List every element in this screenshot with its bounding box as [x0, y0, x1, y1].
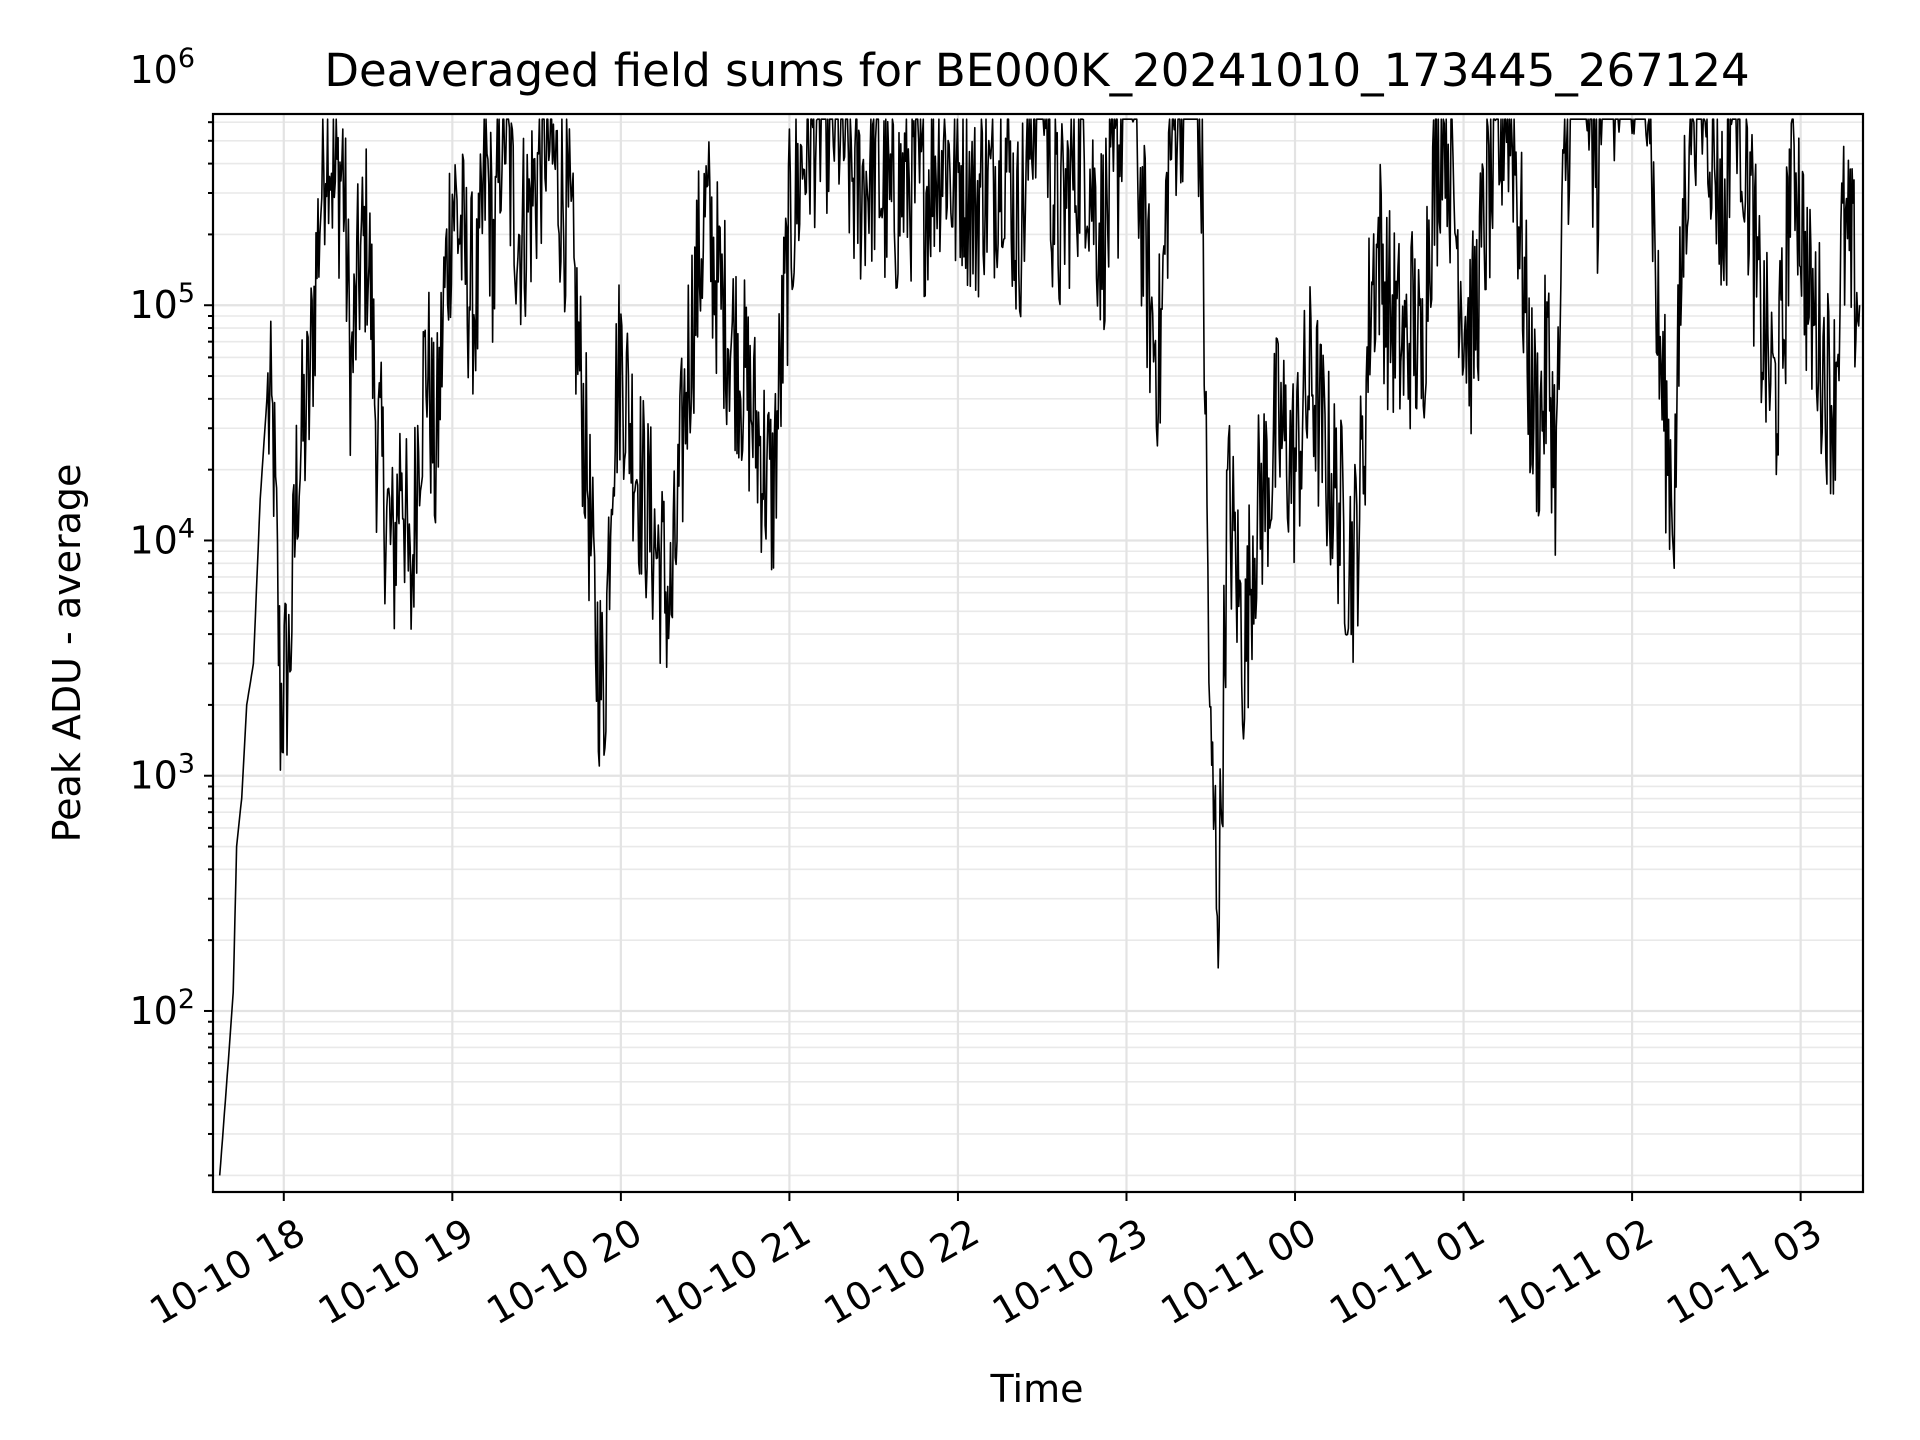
- x-axis-label: Time: [990, 1367, 1084, 1411]
- x-tick-label: 10-11 01: [1322, 1210, 1492, 1334]
- x-tick-label: 10-10 18: [142, 1210, 312, 1334]
- x-tick-label: 10-10 20: [479, 1210, 649, 1334]
- x-tick-label: 10-11 02: [1491, 1210, 1661, 1334]
- ticks: [204, 121, 1802, 1201]
- x-tick-label: 10-10 21: [648, 1210, 818, 1334]
- y-tick-label: 102: [129, 984, 195, 1033]
- y-tick-labels: 102 103 104 105 106: [129, 43, 195, 1033]
- x-tick-label: 10-10 23: [985, 1210, 1155, 1334]
- x-tick-label: 10-11 03: [1659, 1210, 1829, 1334]
- y-tick-label: 103: [129, 749, 195, 798]
- x-tick-label: 10-10 22: [816, 1210, 986, 1334]
- x-tick-label: 10-11 00: [1154, 1210, 1324, 1334]
- x-tick-label: 10-10 19: [311, 1210, 481, 1334]
- series-line: [218, 118, 1861, 1176]
- y-tick-label: 105: [129, 278, 195, 327]
- grid: [213, 114, 1863, 1192]
- plot-frame: [211, 112, 1865, 1194]
- y-tick-label: 104: [129, 513, 195, 562]
- chart-title: Deaveraged field sums for BE000K_2024101…: [324, 44, 1749, 97]
- y-tick-label: 106: [129, 43, 195, 92]
- y-axis-label: Peak ADU - average: [45, 464, 89, 843]
